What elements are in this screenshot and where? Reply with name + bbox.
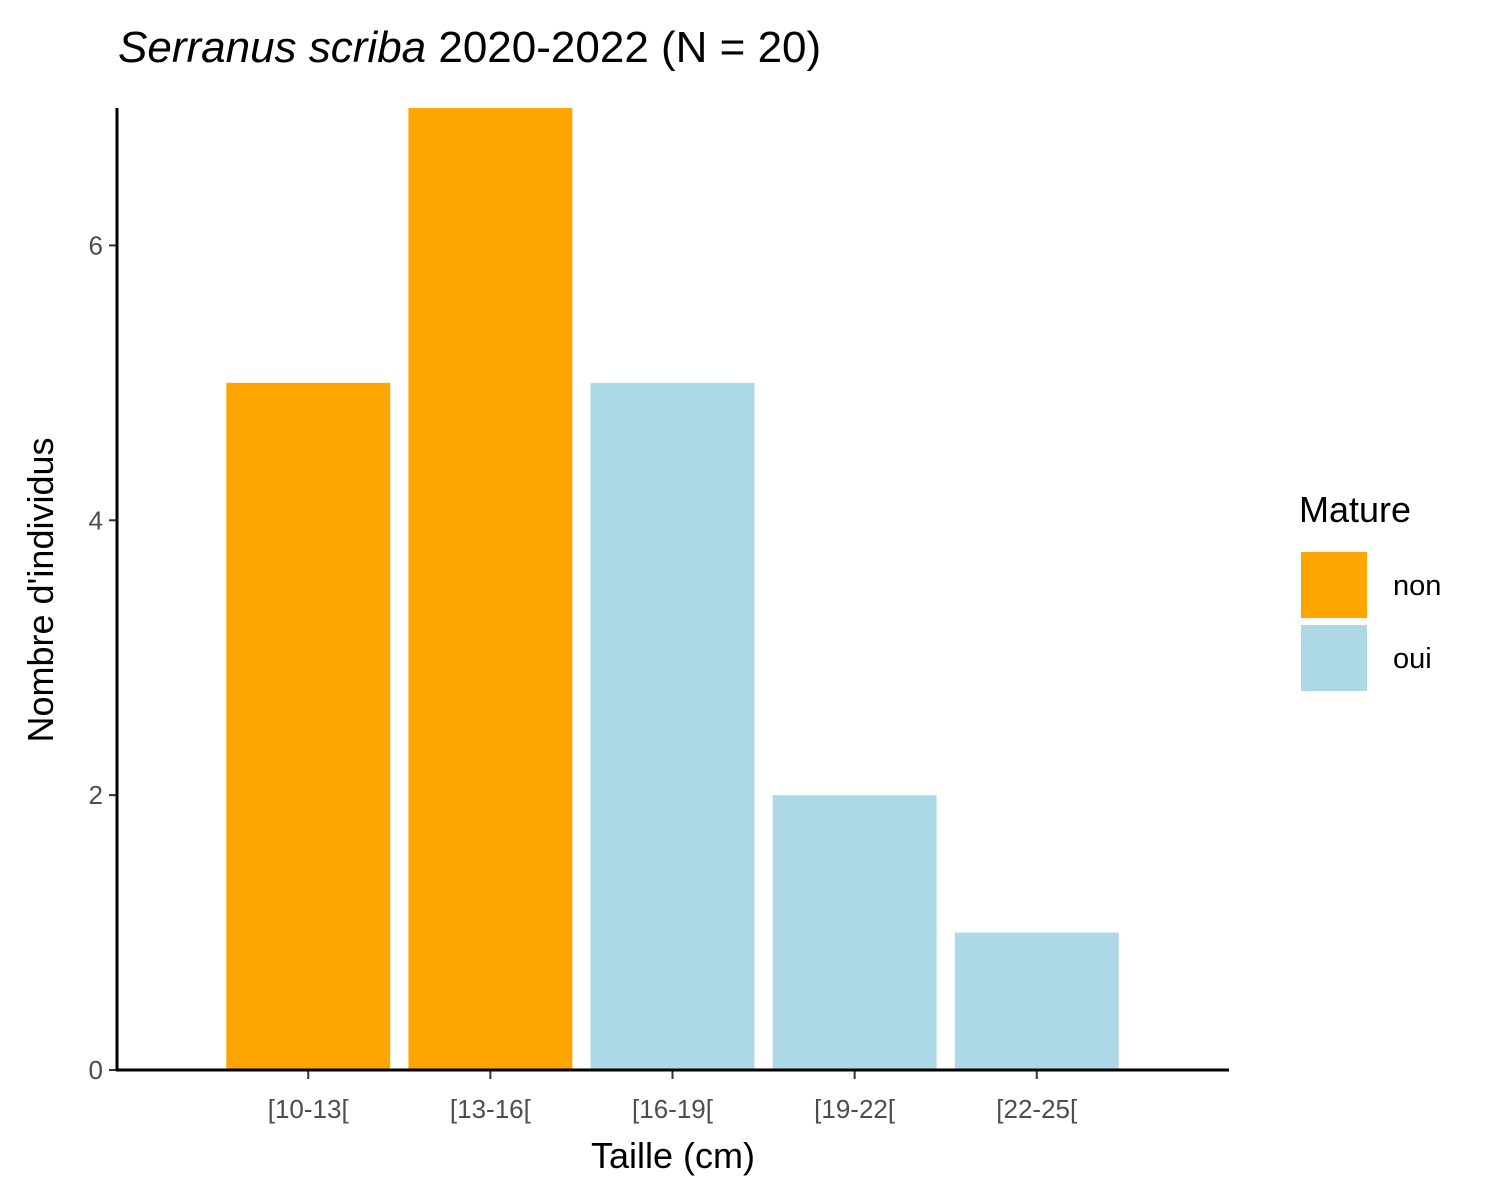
bar-2 (408, 108, 573, 1070)
y-tick-label: 0 (89, 1055, 103, 1085)
bar-5 (954, 932, 1119, 1070)
chart-title: Serranus scriba 2020-2022 (N = 20) (118, 23, 821, 72)
bar-1 (226, 382, 391, 1070)
y-tick-label: 2 (89, 780, 103, 810)
chart-title-rest: 2020-2022 (N = 20) (426, 23, 821, 72)
chart-title-italic: Serranus scriba (118, 23, 426, 72)
x-tick-label: [19-22[ (814, 1094, 896, 1124)
x-axis-title: Taille (cm) (591, 1135, 755, 1176)
legend-label-oui: oui (1393, 643, 1432, 675)
y-axis-title: Nombre d'individus (20, 437, 61, 742)
y-tick-label: 6 (89, 230, 103, 260)
x-tick-label: [10-13[ (268, 1094, 350, 1124)
legend-key-non (1301, 552, 1367, 618)
x-axis-ticks: [10-13[ [13-16[ [16-19[ [19-22[ [22-25[ (268, 1070, 1078, 1124)
y-tick-label: 4 (89, 505, 103, 535)
bars-group (226, 108, 1119, 1070)
bar-4 (772, 795, 937, 1070)
x-tick-label: [22-25[ (996, 1094, 1078, 1124)
legend-key-oui (1301, 625, 1367, 691)
bar-3 (590, 382, 755, 1070)
legend: Mature non oui (1299, 489, 1441, 691)
legend-title: Mature (1299, 489, 1411, 530)
y-axis-ticks: 0 2 4 6 (89, 230, 117, 1085)
x-tick-label: [16-19[ (632, 1094, 714, 1124)
x-tick-label: [13-16[ (450, 1094, 532, 1124)
legend-label-non: non (1393, 570, 1441, 602)
